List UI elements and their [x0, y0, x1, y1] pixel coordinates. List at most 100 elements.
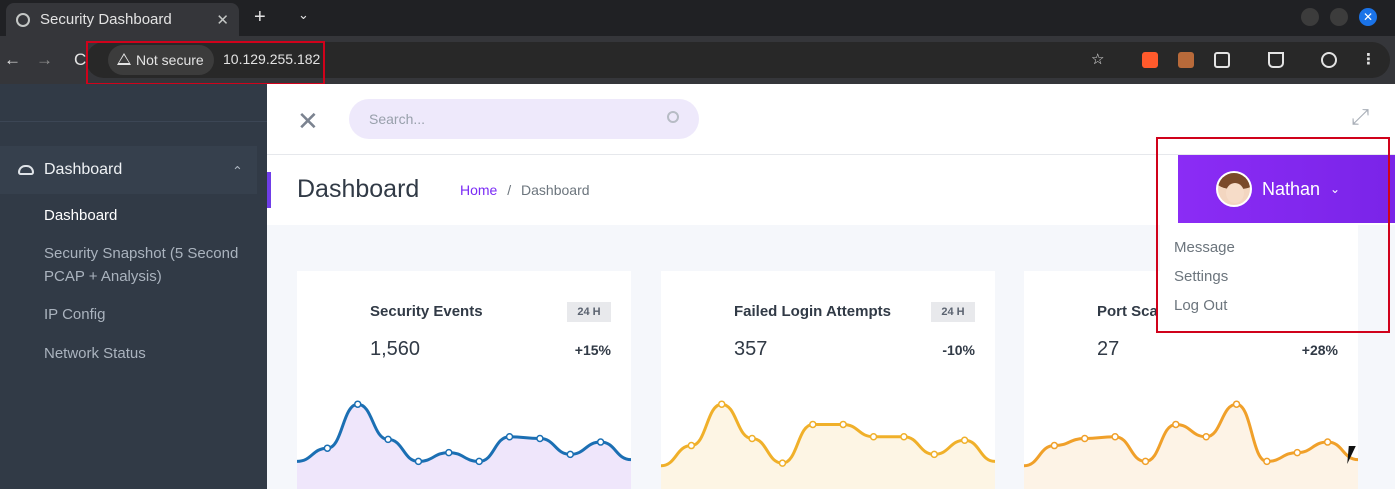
- sidebar-item-network-status[interactable]: Network Status: [44, 345, 146, 362]
- search-input[interactable]: Search...: [349, 99, 699, 139]
- puzzle-icon[interactable]: [1214, 52, 1230, 68]
- new-tab-icon[interactable]: +: [254, 6, 266, 28]
- card-title: Port Sca: [1097, 303, 1158, 320]
- reload-icon[interactable]: C: [74, 50, 87, 69]
- sparkline-area: [1024, 404, 1358, 489]
- extension-fox-icon[interactable]: [1178, 52, 1194, 68]
- address-bar-row: ← → C ☆ ⋮: [0, 36, 1395, 84]
- sparkline-point: [1232, 400, 1241, 408]
- card-delta: -10%: [942, 342, 975, 358]
- sparkline-point: [475, 457, 483, 466]
- search-icon[interactable]: [667, 111, 679, 123]
- sparkline-point: [687, 441, 696, 450]
- card-delta: +28%: [1301, 342, 1338, 358]
- browser-tab-bar: Security Dashboard ✕ + ⌄ ✕: [0, 0, 1395, 36]
- stat-card-failed-logins: Failed Login Attempts 24 H 357 -10%: [661, 271, 995, 489]
- user-name: Nathan: [1262, 178, 1321, 199]
- sparkline-point: [566, 450, 575, 459]
- close-menu-icon[interactable]: ✕: [297, 106, 319, 136]
- card-title: Failed Login Attempts: [734, 303, 891, 320]
- fullscreen-icon[interactable]: ⤢: [1351, 104, 1369, 129]
- highlight-box-user-menu: [1156, 137, 1390, 333]
- sidebar-section-label: Dashboard: [44, 161, 123, 178]
- sparkline-point: [809, 420, 817, 429]
- top-bar: ✕ Search... ⤢: [267, 84, 1395, 155]
- warning-icon: [117, 53, 131, 65]
- chevron-up-icon: ⌄: [232, 163, 243, 178]
- security-chip[interactable]: Not secure: [108, 45, 214, 75]
- sidebar-item-dashboard[interactable]: Dashboard: [44, 207, 118, 224]
- browser-menu-icon[interactable]: ⋮: [1361, 51, 1376, 68]
- bookmark-star-icon[interactable]: ☆: [1091, 51, 1105, 68]
- minimize-button[interactable]: [1301, 8, 1319, 26]
- sparkline-area: [297, 404, 631, 489]
- page-title: Dashboard: [297, 175, 420, 203]
- title-accent: [267, 172, 271, 208]
- sparkline-point: [384, 435, 392, 444]
- sparkline-point: [778, 459, 787, 467]
- sidebar: Dashboard ⌄ Dashboard Security Snapshot …: [0, 84, 267, 489]
- sparkline-point: [900, 433, 908, 441]
- sparkline-point: [869, 433, 878, 441]
- extension-icon[interactable]: [1142, 52, 1158, 68]
- sparkline-point: [353, 400, 362, 408]
- user-menu-button[interactable]: Nathan ⌄: [1178, 155, 1395, 223]
- card-value: 27: [1097, 338, 1120, 360]
- breadcrumb: Home / Dashboard: [460, 182, 590, 198]
- sparkline-point: [1323, 438, 1332, 446]
- menu-item-message[interactable]: Message: [1174, 239, 1235, 256]
- sparkline-point: [323, 444, 332, 452]
- sidebar-item-ip-config[interactable]: IP Config: [44, 306, 106, 323]
- stat-card-security-events: Security Events 24 H 1,560 +15%: [297, 271, 631, 489]
- trend-sparkline: [297, 400, 631, 489]
- profile-icon[interactable]: [1321, 52, 1337, 68]
- tab-title: Security Dashboard: [40, 11, 172, 28]
- sparkline-point: [1263, 457, 1271, 466]
- sparkline-point: [596, 438, 605, 446]
- menu-item-logout[interactable]: Log Out: [1174, 297, 1228, 314]
- tab-close-icon[interactable]: ✕: [216, 11, 229, 29]
- sparkline-point: [930, 450, 939, 459]
- highlight-box-url: [86, 41, 325, 85]
- url-text[interactable]: 10.129.255.182: [223, 51, 321, 67]
- sparkline-point: [505, 433, 514, 441]
- sidebar-item-security-snapshot[interactable]: Security Snapshot (5 Second PCAP + Analy…: [44, 245, 239, 285]
- forward-icon[interactable]: →: [36, 50, 53, 69]
- card-value: 1,560: [370, 338, 421, 360]
- sidebar-section-dashboard[interactable]: Dashboard ⌄: [0, 146, 257, 194]
- sparkline-point: [1293, 448, 1302, 457]
- globe-icon: [16, 12, 30, 27]
- breadcrumb-current: Dashboard: [521, 182, 590, 198]
- window-close-button[interactable]: ✕: [1359, 8, 1377, 26]
- card-badge: 24 H: [567, 302, 611, 322]
- sparkline-point: [414, 457, 423, 466]
- menu-item-settings[interactable]: Settings: [1174, 268, 1229, 285]
- trend-sparkline: [1024, 400, 1358, 489]
- back-icon[interactable]: ←: [4, 50, 21, 69]
- card-title: Security Events: [370, 303, 483, 320]
- labs-flask-icon[interactable]: [1268, 52, 1284, 68]
- user-dropdown-menu: Message Settings Log Out: [1160, 223, 1358, 329]
- sparkline-point: [748, 434, 756, 443]
- browser-tab[interactable]: Security Dashboard ✕: [6, 3, 239, 36]
- avatar: [1216, 171, 1252, 207]
- sparkline-point: [536, 434, 544, 443]
- omnibox[interactable]: [86, 42, 1390, 78]
- security-label: Not secure: [136, 52, 204, 68]
- sparkline-point: [1080, 434, 1089, 443]
- card-delta: +15%: [574, 342, 611, 358]
- trend-sparkline: [661, 400, 995, 489]
- dashboard-icon: [18, 165, 34, 175]
- search-placeholder: Search...: [369, 111, 426, 127]
- sparkline-point: [960, 436, 969, 445]
- chevron-down-icon: ⌄: [1330, 182, 1341, 196]
- sparkline-point: [1050, 441, 1059, 450]
- breadcrumb-separator: /: [507, 182, 512, 198]
- sidebar-header: [0, 84, 267, 122]
- maximize-button[interactable]: [1330, 8, 1348, 26]
- sparkline-point: [1141, 457, 1150, 466]
- tab-search-icon[interactable]: ⌄: [298, 7, 309, 22]
- sparkline-area: [661, 404, 995, 489]
- sparkline-point: [1111, 433, 1119, 441]
- breadcrumb-home[interactable]: Home: [460, 182, 498, 198]
